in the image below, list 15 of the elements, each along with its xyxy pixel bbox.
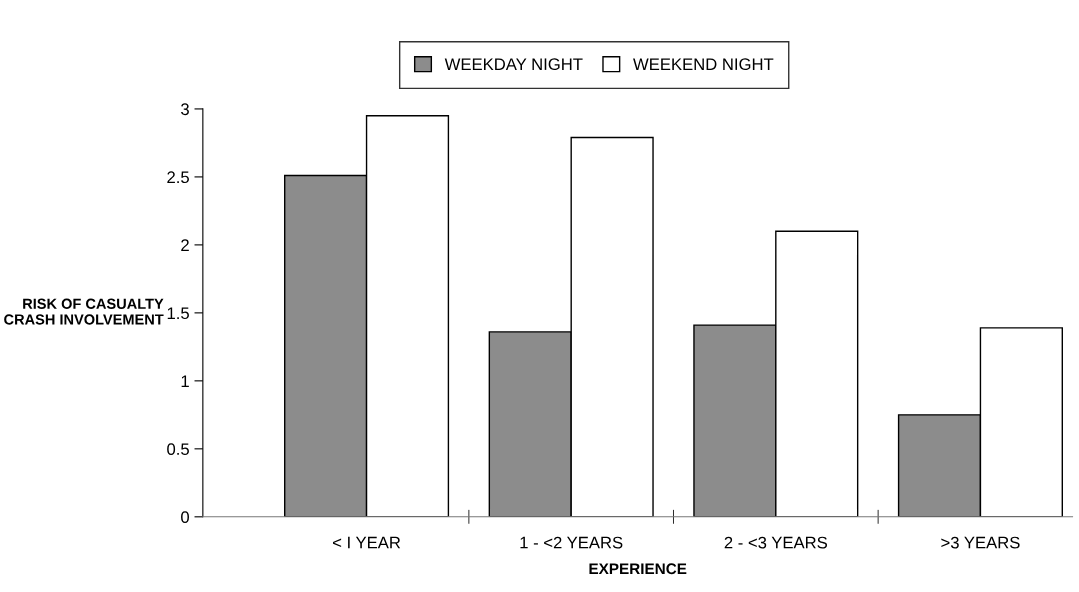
y-axis-title: RISK OF CASUALTY CRASH INVOLVEMENT <box>4 298 164 325</box>
y-tick-label: 2 <box>181 239 189 251</box>
x-tick-label: >3 YEARS <box>941 536 1020 549</box>
y-tick-label: 2.5 <box>167 171 189 184</box>
legend-label: WEEKEND NIGHT <box>633 58 774 71</box>
legend-label: WEEKDAY NIGHT <box>444 58 583 71</box>
y-tick-label: 0 <box>181 511 190 524</box>
x-tick-label: 1 - <2 YEARS <box>520 536 623 549</box>
y-tick-label: 0.5 <box>167 443 189 456</box>
y-tick-label: 3 <box>181 103 189 116</box>
x-axis-title: EXPERIENCE <box>589 563 687 575</box>
y-tick-label: 1 <box>181 375 189 387</box>
y-tick-label: 1.5 <box>167 307 189 320</box>
x-tick-label: 2 - <3 YEARS <box>724 536 828 549</box>
x-tick-label: < I YEAR <box>333 536 401 549</box>
